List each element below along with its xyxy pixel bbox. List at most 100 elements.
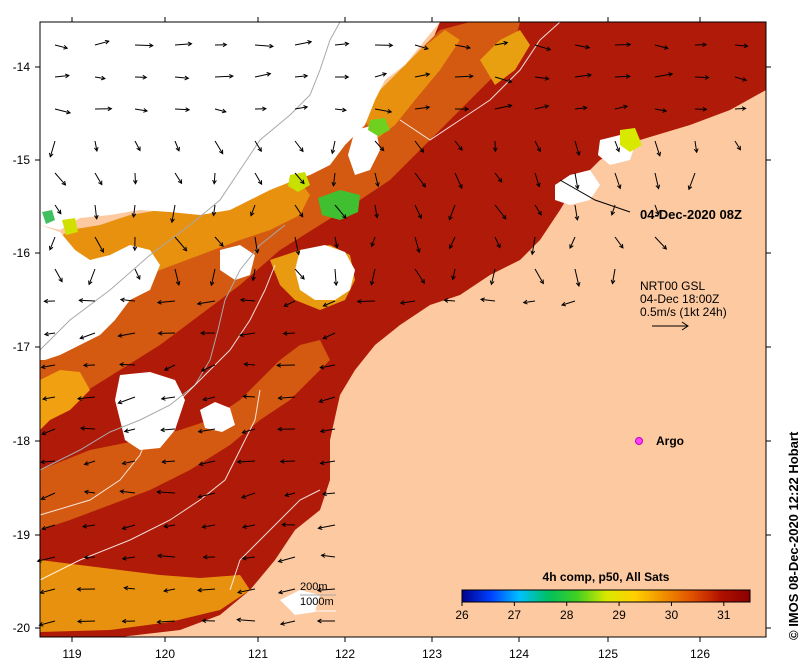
current-arrow-head xyxy=(742,77,748,82)
current-arrow-head xyxy=(489,280,495,286)
current-arrow-head xyxy=(507,103,513,109)
current-arrow xyxy=(294,41,312,46)
current-arrow-head xyxy=(417,214,422,220)
current-arrow-head xyxy=(117,333,123,338)
current-arrow-head xyxy=(743,43,749,49)
current-arrow-head xyxy=(530,250,536,256)
y-tick-label: -16 xyxy=(13,246,31,260)
current-arrow-head xyxy=(522,299,528,305)
current-arrow xyxy=(213,204,216,216)
current-arrow xyxy=(214,108,226,113)
current-arrow xyxy=(614,44,631,46)
current-arrow-head xyxy=(76,619,82,624)
current-arrow xyxy=(242,556,256,559)
current-arrow-head xyxy=(123,585,129,591)
current-arrow xyxy=(120,490,136,494)
current-arrow xyxy=(157,620,176,623)
current-arrow xyxy=(294,236,300,255)
current-arrow-head xyxy=(119,362,124,367)
current-arrow xyxy=(734,107,746,110)
current-arrow-head xyxy=(212,179,217,185)
current-arrow-head xyxy=(322,335,328,340)
current-arrow-head xyxy=(539,279,544,285)
current-arrow xyxy=(534,172,540,187)
depth-legend: 200m 1000m xyxy=(300,581,336,612)
current-arrow-head xyxy=(99,248,104,253)
current-arrow-head xyxy=(687,185,693,191)
current-arrow-head xyxy=(117,399,123,405)
current-arrow xyxy=(84,460,96,465)
current-arrow-head xyxy=(356,299,362,304)
current-arrow-head xyxy=(121,460,127,466)
current-arrow-head xyxy=(655,184,661,190)
current-arrow xyxy=(161,428,176,431)
current-arrow-head xyxy=(199,330,205,336)
current-arrow xyxy=(134,172,136,184)
current-arrow-head xyxy=(201,524,207,529)
current-arrow xyxy=(454,75,473,78)
current-arrow-head xyxy=(284,492,290,498)
current-arrow xyxy=(334,43,349,46)
current-arrow-head xyxy=(88,280,93,286)
current-arrow xyxy=(614,140,620,152)
current-arrow xyxy=(198,428,216,433)
current-arrow-head xyxy=(316,618,322,624)
current-arrow-head xyxy=(330,149,336,155)
current-arrow-head xyxy=(197,428,203,434)
current-arrow-head xyxy=(241,555,247,561)
current-arrow xyxy=(614,172,621,189)
current-arrow xyxy=(120,299,136,302)
current-arrow xyxy=(734,44,748,47)
current-arrow-head xyxy=(187,41,193,47)
current-arrow-head xyxy=(587,73,593,78)
current-arrow xyxy=(614,75,630,78)
current-arrow-head xyxy=(121,525,127,531)
current-arrow xyxy=(280,460,296,462)
current-arrow-head xyxy=(279,621,285,626)
current-arrow-head xyxy=(334,243,339,249)
current-arrow-head xyxy=(663,45,669,50)
current-arrow-head xyxy=(319,364,325,370)
current-arrow xyxy=(654,44,669,49)
timestamp-annotation: 04-Dec-2020 08Z xyxy=(559,179,742,222)
current-arrow-head xyxy=(236,617,242,623)
current-arrow-head xyxy=(307,40,313,45)
current-arrow xyxy=(81,427,96,430)
current-arrow xyxy=(574,172,579,189)
cloud-mask xyxy=(40,22,635,615)
current-arrow-head xyxy=(375,182,380,188)
current-arrow-head xyxy=(741,106,747,111)
current-arrow-head xyxy=(198,461,204,467)
current-arrow xyxy=(534,204,542,216)
current-arrow-head xyxy=(119,297,125,303)
current-arrow-head xyxy=(123,428,129,433)
timestamp-label: 04-Dec-2020 08Z xyxy=(640,207,742,222)
current-arrow xyxy=(254,44,273,47)
current-arrow-head xyxy=(419,148,425,154)
current-arrow-head xyxy=(156,489,162,495)
current-arrow-head xyxy=(58,277,63,283)
current-arrow xyxy=(42,524,56,530)
current-arrow-head xyxy=(464,106,470,112)
current-arrow xyxy=(574,74,592,78)
current-arrow-head xyxy=(218,149,224,155)
current-arrow xyxy=(174,140,180,151)
y-tick-label: -15 xyxy=(13,153,31,167)
current-arrow xyxy=(94,172,103,185)
current-arrow-head xyxy=(82,523,87,529)
current-arrow-head xyxy=(382,72,388,77)
current-arrow-head xyxy=(196,301,202,306)
current-arrow xyxy=(49,140,56,157)
current-arrow xyxy=(122,524,136,530)
current-arrow-head xyxy=(83,489,89,495)
current-arrow-head xyxy=(241,429,247,434)
current-arrow-head xyxy=(93,214,99,220)
current-arrow xyxy=(574,204,578,220)
x-tick-label: 125 xyxy=(598,647,618,661)
current-arrow-head xyxy=(79,335,85,340)
current-arrow xyxy=(174,76,189,79)
current-arrow xyxy=(454,140,463,151)
colorbar-title: 4h comp, p50, All Sats xyxy=(543,570,670,584)
current-arrow xyxy=(321,554,336,558)
